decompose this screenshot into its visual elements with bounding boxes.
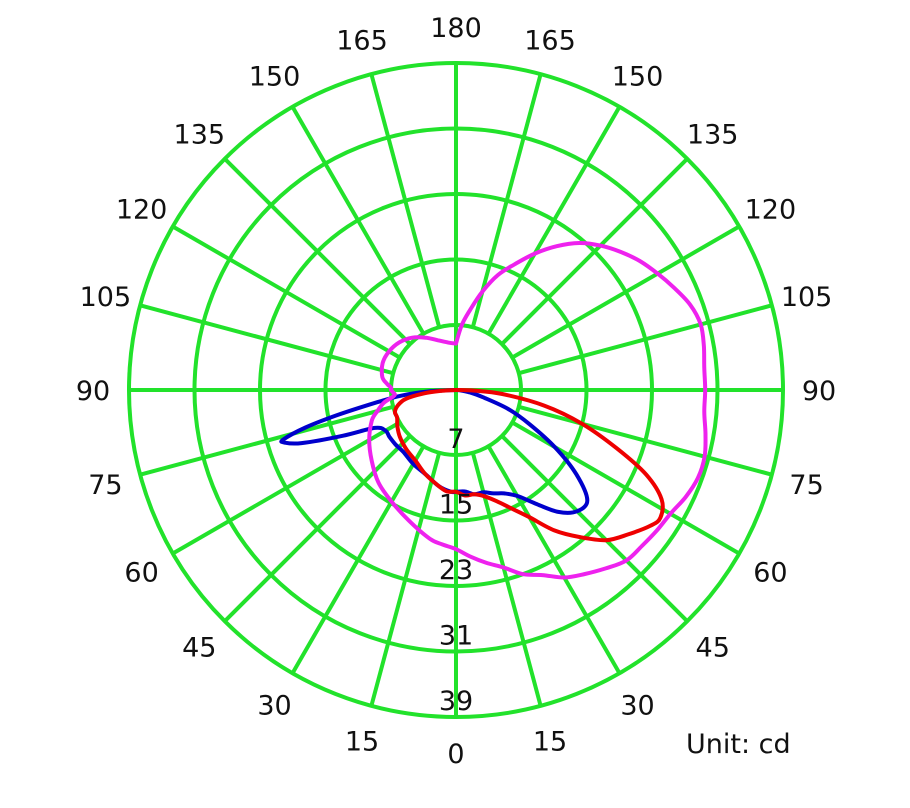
radial-tick-label: 39 [439, 686, 473, 717]
intensity-curves [279, 240, 708, 580]
angle-label-right: 90 [802, 376, 836, 407]
angle-label-right: 60 [753, 558, 787, 589]
angle-label-left: 180 [430, 13, 482, 44]
angle-label-right: 135 [687, 119, 739, 150]
intensity-curve-2 [392, 388, 665, 543]
radial-tick-label: 31 [439, 621, 473, 652]
grid-spoke-240 [171, 224, 401, 360]
grid-spoke-30 [486, 445, 622, 675]
radial-tick-label: 15 [439, 490, 473, 521]
grid-spoke-210 [290, 105, 426, 335]
unit-label: Unit: cd [686, 729, 791, 760]
angle-label-left: 120 [116, 195, 168, 226]
grid-spoke-150 [486, 105, 622, 335]
radial-tick-label: 23 [439, 555, 473, 586]
grid-spoke-45 [500, 434, 689, 623]
angle-label-left: 30 [257, 690, 291, 721]
radial-tick-label: 7 [447, 424, 464, 455]
grid-spoke-120 [511, 224, 741, 360]
grid-spoke-165 [470, 73, 543, 328]
angle-label-left: 45 [182, 633, 216, 664]
angle-label-right: 120 [745, 195, 797, 226]
grid-spoke-195 [369, 73, 442, 328]
grid-spoke-75 [518, 404, 773, 477]
angle-label-left: 165 [336, 25, 388, 56]
angle-label-left: 105 [80, 282, 132, 313]
grid-spoke-300 [171, 420, 401, 556]
angle-label-right: 30 [620, 690, 654, 721]
angle-label-left: 150 [249, 62, 301, 93]
angle-label-right: 150 [612, 62, 664, 93]
angle-label-right: 45 [696, 633, 730, 664]
grid-spoke-285 [139, 404, 394, 477]
angle-label-left: 90 [76, 376, 110, 407]
angle-label-left: 15 [345, 727, 379, 758]
angle-label-right: 15 [533, 727, 567, 758]
angle-label-left: 135 [174, 119, 226, 150]
intensity-curve-3 [367, 240, 708, 580]
angle-label-right: 105 [781, 282, 833, 313]
angle-label-right: 75 [789, 470, 823, 501]
grid-spoke-225 [223, 157, 412, 346]
grid-spoke-255 [139, 303, 394, 376]
angle-label-right: 165 [524, 25, 576, 56]
grid-spoke-330 [290, 445, 426, 675]
angle-label-left: 0 [447, 739, 464, 770]
angle-label-left: 75 [88, 470, 122, 501]
grid-spoke-105 [518, 303, 773, 376]
grid-spoke-345 [369, 452, 442, 707]
angle-label-left: 60 [124, 558, 158, 589]
grid-spoke-315 [223, 434, 412, 623]
grid-spoke-135 [500, 157, 689, 346]
